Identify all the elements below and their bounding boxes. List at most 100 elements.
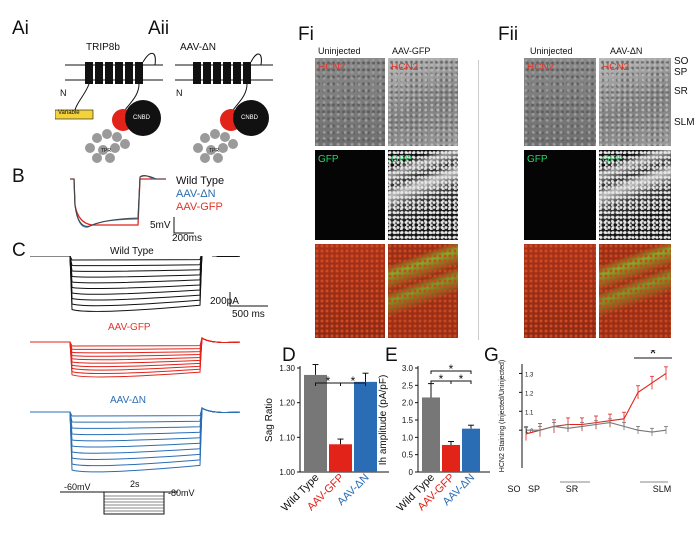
voltage-protocol-svg (60, 491, 178, 515)
nterm-label-ai: N (60, 88, 67, 98)
fi-gfp-gfp (388, 150, 458, 240)
linker-aii (232, 83, 248, 111)
tpr-cluster-ai (85, 129, 130, 163)
traces-wild-type-sweep-5 (30, 256, 241, 290)
chart-d-sig-star-1: * (351, 374, 356, 388)
b-scale-time: 200ms (172, 233, 203, 244)
chart-g-ytick-label-1: 1.1 (525, 410, 534, 416)
b-legend-wt: Wild Type (176, 175, 225, 187)
panel-label-e: E (385, 345, 398, 366)
chart-g-xlabel-0: SO (507, 484, 520, 494)
chart-d-sig-bracket-1 (340, 382, 366, 386)
fii-col-dn: AAV-ΔN (610, 46, 643, 56)
c-label-gfp: AAV-GFP (108, 322, 151, 333)
chart-e-sig-bracket-2 (450, 380, 472, 384)
chart-e-ylabel: Ih amplitude (pA/pF) (378, 375, 389, 466)
fi-merge-uninjected (315, 244, 385, 338)
fi-hcn2-gfp (388, 58, 458, 146)
protocol-step: -80mV (168, 488, 195, 498)
b-legend-gfp: AAV-GFP (176, 201, 223, 213)
chart-e-sig-star-0: * (449, 362, 454, 376)
chart-d-bar-0 (304, 374, 327, 472)
layer-so: SO (674, 56, 689, 67)
fi-gfp-uninjected (315, 150, 385, 240)
trip8b-label: TRIP8b (86, 42, 120, 53)
fii-row-hcn2-a: HCN2 (527, 62, 555, 73)
chart-g-ylabel: HCN2 Staining (Injected/Uninjected) (499, 360, 506, 472)
fii-gfp-dn (599, 150, 671, 240)
traces-wild-type-sweep-3 (30, 256, 241, 278)
chart-g-sig-star: * (649, 350, 656, 364)
nterm-label-aii: N (176, 88, 183, 98)
pore-loop-aii (250, 53, 262, 66)
cnbd-label-aii: CNBD (241, 115, 259, 121)
chart-e-ytick-label-6: 3.0 (402, 364, 414, 373)
fi-merge-gfp (388, 244, 458, 338)
chart-g-ytick-label-0: 1.0 (525, 429, 534, 435)
protocol-duration: 2s (130, 479, 140, 489)
panel-label-b: B (12, 166, 25, 187)
trace-wild-type (70, 175, 166, 227)
variable-label: Variable (58, 110, 80, 116)
traces-aav-dn-sweep-1 (30, 407, 241, 423)
c-label-wt: Wild Type (110, 246, 154, 257)
traces-aav-dn-sweep-8 (30, 407, 241, 467)
chart-e-sig-star-2: * (459, 372, 464, 386)
chart-e-ytick-label-4: 2.0 (402, 399, 414, 408)
chart-d-ytick-label-1: 1.10 (279, 433, 295, 442)
chart-e-bar-1 (442, 444, 460, 472)
c-scale-current: 200pA (210, 296, 239, 307)
fi-hcn2-uninjected (315, 58, 385, 146)
linker-ai (124, 83, 140, 111)
traces-wild-type-sweep-0 (30, 256, 241, 261)
chart-g-xlabel-3: SLM (653, 484, 672, 494)
fi-row-gfp-a: GFP (318, 154, 339, 165)
traces-aav-dn (30, 407, 241, 473)
chart-d-ytick-label-3: 1.30 (279, 364, 295, 373)
fii-row-gfp-a: GFP (527, 154, 548, 165)
chart-e-sig-bracket-0 (430, 370, 472, 374)
fii-col-uninjected: Uninjected (530, 46, 573, 56)
traces-wild-type-sweep-6 (30, 256, 241, 295)
cnbd-aii (233, 100, 269, 136)
variable-domain (55, 109, 94, 120)
chart-g-ytick-label-2: 1.2 (525, 391, 534, 397)
traces-aav-gfp-sweep-9 (30, 337, 241, 378)
current-traces-svg (30, 256, 241, 473)
traces-wild-type (30, 256, 241, 312)
panel-label-aii: Aii (148, 18, 170, 39)
chart-e-ytick-label-0: 0 (409, 468, 414, 477)
chart-e-ytick-label-1: 0.5 (402, 451, 414, 460)
traces-aav-dn-sweep-4 (30, 407, 241, 442)
layer-slm: SLM (674, 117, 695, 128)
b-scalebar (173, 217, 194, 234)
fi-row-hcn2-a: HCN2 (318, 62, 346, 73)
chart-d-ytick-label-0: 1.00 (279, 468, 295, 477)
cnbd-ai (125, 100, 161, 136)
fii-hcn2-uninjected (524, 58, 596, 146)
nterm-ai (74, 83, 90, 111)
sag-traces-svg (70, 175, 166, 228)
fi-col-gfp: AAV-GFP (392, 46, 431, 56)
b-legend-dn: AAV-ΔN (176, 188, 216, 200)
panel-label-g: G (484, 345, 499, 366)
chart-e-bar-0 (422, 397, 440, 472)
fii-merge-uninjected (524, 244, 596, 338)
tpr-label-ai: TPR (101, 148, 111, 154)
fii-row-hcn2-b: HCN2 (602, 62, 630, 73)
chart-e-ytick-label-5: 2.5 (402, 381, 414, 390)
traces-wild-type-sweep-1 (30, 256, 241, 267)
fii-merge-dn (599, 244, 671, 338)
panel-label-c: C (12, 240, 26, 261)
traces-aav-dn-sweep-9 (30, 407, 241, 473)
tpr-label-aii: TPR (209, 148, 219, 154)
fii-row-gfp-b: GFP (602, 154, 623, 165)
cnbd-label-ai: CNBD (133, 115, 151, 121)
chart-g-xlabel-1: SP (528, 484, 540, 494)
channel-diagram-svg (55, 52, 273, 163)
chart-d-bar-2 (354, 381, 377, 472)
panel-divider (478, 60, 479, 340)
chart-e-ytick-label-3: 1.5 (402, 416, 414, 425)
c-scale-time: 500 ms (232, 309, 265, 320)
